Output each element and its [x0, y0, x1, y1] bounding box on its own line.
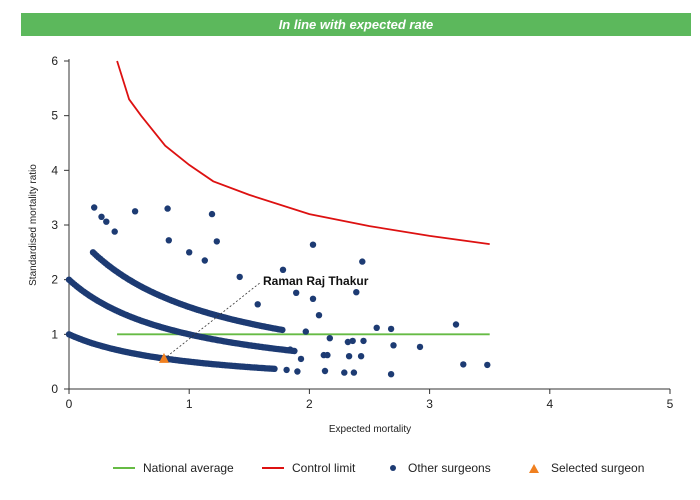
x-tick-label: 4	[546, 397, 553, 411]
other-surgeon-point	[460, 361, 467, 368]
selected-surgeon-label: Raman Raj Thakur	[263, 274, 369, 288]
other-surgeon-point	[387, 371, 395, 378]
legend-item-selected-surgeon[interactable]: Selected surgeon	[525, 458, 644, 478]
other-surgeon-point	[353, 289, 360, 296]
other-surgeon-point	[390, 342, 397, 349]
selected-surgeon-leader	[163, 281, 262, 360]
other-surgeon-point	[344, 338, 352, 346]
y-tick-label: 6	[51, 54, 58, 68]
legend-label-control-limit: Control limit	[292, 461, 356, 475]
other-surgeon-point	[91, 204, 98, 211]
selected-surgeon-marker	[158, 352, 169, 363]
status-banner: In line with expected rate	[21, 13, 691, 36]
y-tick-label: 1	[51, 327, 58, 341]
other-surgeon-point	[254, 301, 261, 308]
legend-item-control-limit[interactable]: Control limit	[262, 458, 355, 478]
x-tick-label: 5	[667, 397, 674, 411]
other-surgeon-point	[350, 369, 358, 376]
x-tick-label: 3	[426, 397, 433, 411]
other-surgeon-point	[360, 337, 367, 345]
selected-surgeon-swatch	[529, 463, 539, 473]
y-tick-label: 2	[51, 273, 58, 287]
other-surgeon-point	[345, 353, 353, 360]
status-banner-text: In line with expected rate	[278, 17, 434, 32]
other-surgeon-point	[279, 326, 286, 334]
control-limit-curve	[116, 60, 490, 245]
other-surgeon-point	[283, 366, 290, 374]
legend-item-national-average[interactable]: National average	[113, 458, 234, 478]
chart-marks	[65, 60, 491, 378]
other-surgeons-swatch	[390, 465, 396, 471]
funnel-plot: 0 1 2 3 4 5 0 1 2 3 4 5 6 Expected mortality Standar…	[28, 54, 674, 435]
other-surgeon-point	[324, 351, 331, 359]
y-tick-label: 5	[51, 109, 58, 123]
other-surgeon-point	[213, 238, 220, 245]
other-surgeon-point	[208, 210, 216, 218]
legend: National average Control limit Other sur…	[0, 458, 700, 478]
other-surgeon-point	[309, 295, 317, 302]
national-average-swatch	[113, 467, 135, 469]
legend-label-other-surgeons: Other surgeons	[408, 461, 491, 475]
legend-label-selected-surgeon: Selected surgeon	[551, 461, 645, 475]
other-surgeon-point	[357, 353, 365, 360]
y-tick-label: 0	[51, 382, 58, 396]
other-surgeon-point	[321, 367, 329, 375]
other-surgeon-point	[165, 237, 172, 244]
other-surgeon-point	[416, 343, 424, 351]
legend-label-national-average: National average	[143, 461, 234, 475]
other-surgeon-point	[236, 273, 243, 281]
other-surgeon-point	[294, 368, 301, 375]
other-surgeon-point	[297, 355, 305, 363]
y-tick-label: 3	[51, 218, 58, 232]
other-surgeon-point	[302, 328, 309, 335]
other-surgeon-point	[164, 205, 171, 212]
other-surgeon-point	[341, 369, 348, 376]
other-surgeon-point	[387, 325, 395, 333]
other-surgeon-point	[315, 312, 323, 319]
other-surgeon-point	[287, 346, 294, 353]
other-surgeon-point	[201, 257, 208, 264]
other-surgeon-point	[359, 258, 366, 265]
x-tick-label: 2	[306, 397, 313, 411]
x-tick-label: 1	[186, 397, 193, 411]
other-surgeon-point	[98, 213, 105, 220]
other-surgeon-point	[103, 218, 110, 225]
other-surgeon-point	[271, 365, 278, 372]
other-surgeon-point	[186, 249, 193, 256]
other-surgeon-point	[279, 266, 287, 273]
other-surgeon-point	[373, 324, 380, 331]
other-surgeon-point	[326, 335, 333, 342]
control-limit-swatch	[262, 467, 284, 469]
x-tick-label: 0	[66, 397, 73, 411]
other-surgeon-point	[349, 337, 356, 345]
other-surgeon-point	[111, 228, 118, 235]
y-tick-label: 4	[51, 163, 58, 177]
y-axis-label: Standardised mortality ratio	[28, 164, 39, 286]
other-surgeon-point	[452, 321, 460, 328]
x-axis-label: Expected mortality	[329, 424, 411, 435]
other-surgeon-point	[293, 289, 300, 296]
other-surgeon-point	[309, 241, 317, 248]
other-surgeon-point	[131, 208, 139, 215]
legend-item-other-surgeons[interactable]: Other surgeons	[386, 458, 491, 478]
other-surgeon-point	[484, 361, 491, 369]
